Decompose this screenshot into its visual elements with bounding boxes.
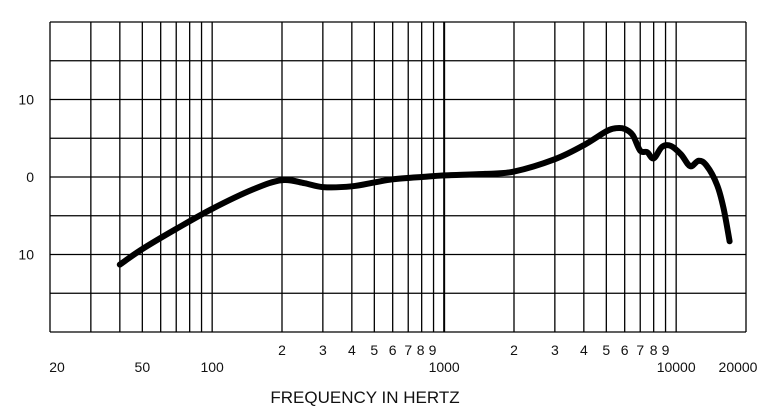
x-tick-label: 20000 — [719, 359, 758, 375]
x-tick-label: 10000 — [657, 359, 696, 375]
y-tick-labels: 10 0 10 — [18, 92, 34, 263]
series-layer — [120, 128, 730, 265]
x-tick-label: 5 — [370, 342, 378, 358]
x-tick-label: 8 — [417, 342, 425, 358]
x-tick-label: 7 — [404, 342, 412, 358]
x-tick-label: 8 — [650, 342, 658, 358]
y-tick-label: 10 — [18, 247, 34, 263]
x-tick-label: 3 — [319, 342, 327, 358]
x-tick-label: 3 — [551, 342, 559, 358]
x-tick-label: 9 — [662, 342, 670, 358]
x-tick-label: 6 — [621, 342, 629, 358]
x-tick-label: 7 — [636, 342, 644, 358]
x-tick-label: 20 — [49, 359, 65, 375]
x-tick-label: 50 — [135, 359, 151, 375]
x-tick-label: 1000 — [429, 359, 460, 375]
y-tick-label: 0 — [26, 169, 34, 185]
x-tick-label: 9 — [429, 342, 437, 358]
x-tick-label: 100 — [200, 359, 224, 375]
y-tick-label: 10 — [18, 92, 34, 108]
x-tick-label: 6 — [389, 342, 397, 358]
x-axis-label: FREQUENCY IN HERTZ — [270, 388, 459, 407]
x-tick-label: 2 — [510, 342, 518, 358]
x-tick-label: 5 — [602, 342, 610, 358]
x-tick-label: 4 — [580, 342, 588, 358]
series-line — [120, 128, 730, 265]
x-tick-label: 2 — [278, 342, 286, 358]
x-tick-label: 4 — [348, 342, 356, 358]
